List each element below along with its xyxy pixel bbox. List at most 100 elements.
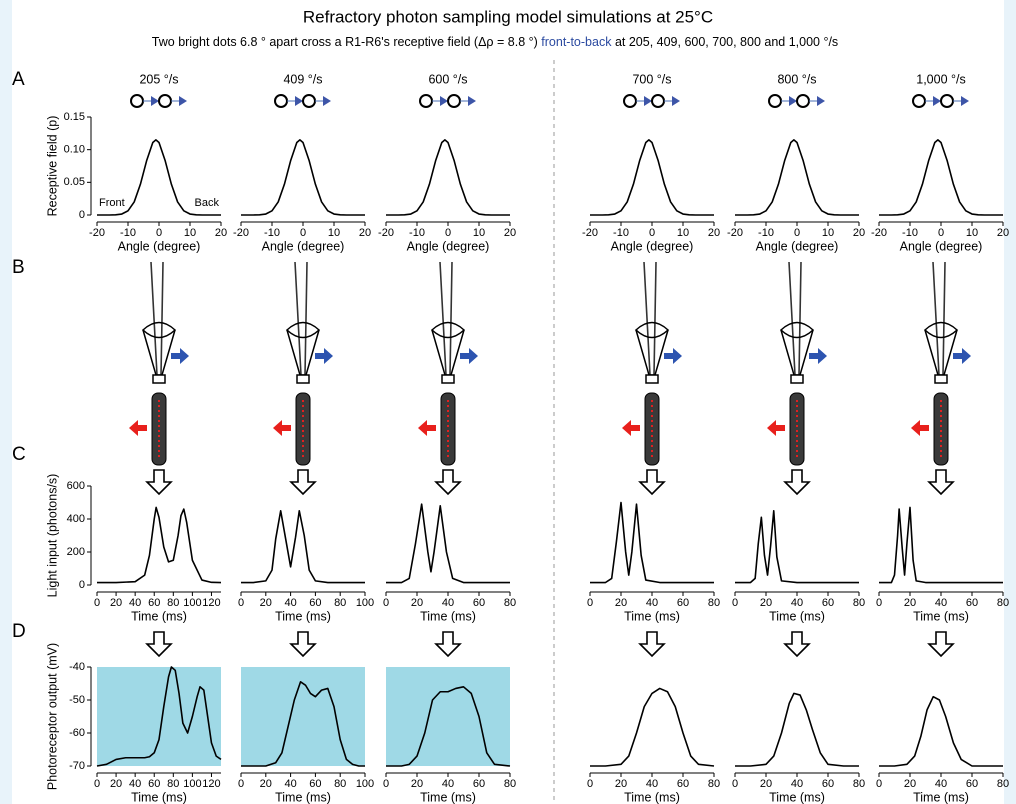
x-tick-label: 20	[708, 227, 720, 239]
x-tick-label: 20	[904, 778, 916, 790]
x-tick-label: 60	[822, 778, 834, 790]
x-tick-label: 80	[997, 597, 1009, 609]
dot	[768, 94, 782, 108]
data-line	[590, 139, 714, 216]
x-tick-label: 20	[997, 227, 1009, 239]
data-line	[879, 139, 1003, 216]
data-line	[879, 506, 1003, 584]
dot-arrow-head	[295, 96, 303, 106]
electrode	[150, 261, 164, 376]
rhabdomere	[933, 392, 949, 466]
data-line	[386, 503, 510, 584]
data-line	[97, 139, 221, 216]
y-axis-label: Receptive field (p)	[45, 116, 59, 217]
x-tick-label: 80	[504, 778, 516, 790]
y-tick-label: -60	[69, 727, 85, 739]
cone-tip	[790, 374, 804, 384]
x-tick-label: 40	[129, 597, 141, 609]
dot	[623, 94, 637, 108]
x-tick-label: 100	[183, 597, 201, 609]
dot	[158, 94, 172, 108]
x-tick-label: 120	[202, 597, 220, 609]
x-tick-label: 60	[677, 778, 689, 790]
annotation: Front	[99, 197, 125, 209]
electrode	[643, 261, 657, 376]
dot-arrow-head	[933, 96, 941, 106]
x-tick-label: 40	[284, 597, 296, 609]
data-line	[879, 695, 1003, 767]
x-tick-label: 80	[167, 597, 179, 609]
rhabdomere	[295, 392, 311, 466]
blue-arrow	[460, 348, 478, 364]
y-axis-label: Light input (photons/s)	[45, 474, 59, 598]
cone-tip	[441, 374, 455, 384]
x-tick-label: 80	[997, 778, 1009, 790]
x-tick-label: 0	[938, 227, 944, 239]
x-axis-label: Time (ms)	[420, 609, 476, 623]
red-arrow	[622, 420, 640, 436]
x-tick-label: -10	[264, 227, 280, 239]
data-line	[96, 666, 222, 767]
x-tick-label: 20	[853, 227, 865, 239]
x-tick-label: 20	[359, 227, 371, 239]
x-tick-label: 20	[215, 227, 227, 239]
down-arrow	[927, 469, 955, 496]
down-arrow	[289, 631, 317, 658]
x-tick-label: 60	[473, 778, 485, 790]
x-tick-label: 40	[442, 597, 454, 609]
x-tick-label: 60	[966, 597, 978, 609]
x-tick-label: 20	[110, 597, 122, 609]
x-tick-label: 0	[732, 778, 738, 790]
subtitle: Two bright dots 6.8 ° apart cross a R1-R…	[152, 35, 838, 49]
x-tick-label: 60	[148, 597, 160, 609]
x-tick-label: 40	[791, 597, 803, 609]
y-tick-label: 200	[67, 546, 85, 558]
y-tick-label: -40	[69, 661, 85, 673]
down-arrow	[638, 631, 666, 658]
dot	[940, 94, 954, 108]
data-line	[241, 681, 365, 767]
x-tick-label: 80	[167, 778, 179, 790]
data-line	[735, 509, 859, 584]
x-tick-label: 60	[309, 778, 321, 790]
x-tick-label: 20	[411, 597, 423, 609]
x-axis-label: Angle (degree)	[118, 239, 201, 253]
x-axis-label: Time (ms)	[769, 790, 825, 804]
column-header: 409 °/s	[283, 72, 322, 86]
x-tick-label: 0	[238, 778, 244, 790]
x-axis-label: Angle (degree)	[756, 239, 839, 253]
x-tick-label: 20	[904, 597, 916, 609]
down-arrow	[289, 469, 317, 496]
x-tick-label: 20	[760, 597, 772, 609]
x-tick-label: 0	[383, 778, 389, 790]
dot	[274, 94, 288, 108]
column-header: 205 °/s	[139, 72, 178, 86]
electrode	[439, 261, 453, 376]
x-axis-label: Time (ms)	[913, 609, 969, 623]
x-tick-label: 40	[284, 778, 296, 790]
x-tick-label: 60	[309, 597, 321, 609]
data-line	[590, 687, 715, 767]
x-tick-label: 20	[760, 778, 772, 790]
red-arrow	[418, 420, 436, 436]
x-tick-label: 0	[445, 227, 451, 239]
data-line	[241, 509, 365, 584]
x-tick-label: 20	[615, 597, 627, 609]
x-tick-label: 120	[202, 778, 220, 790]
data-line	[590, 501, 714, 584]
x-axis-label: Time (ms)	[131, 609, 187, 623]
x-tick-label: -20	[89, 227, 105, 239]
dot-arrow-head	[644, 96, 652, 106]
x-tick-label: 40	[646, 778, 658, 790]
y-tick-label: 0.05	[64, 176, 85, 188]
down-arrow	[638, 469, 666, 496]
x-tick-label: 40	[935, 597, 947, 609]
x-tick-label: 100	[356, 597, 374, 609]
x-tick-label: 10	[966, 227, 978, 239]
cone-tip	[934, 374, 948, 384]
dot-arrow-head	[179, 96, 187, 106]
x-axis-label: Time (ms)	[769, 609, 825, 623]
x-tick-label: 20	[411, 778, 423, 790]
x-axis-label: Time (ms)	[275, 790, 331, 804]
cone-tip	[296, 374, 310, 384]
